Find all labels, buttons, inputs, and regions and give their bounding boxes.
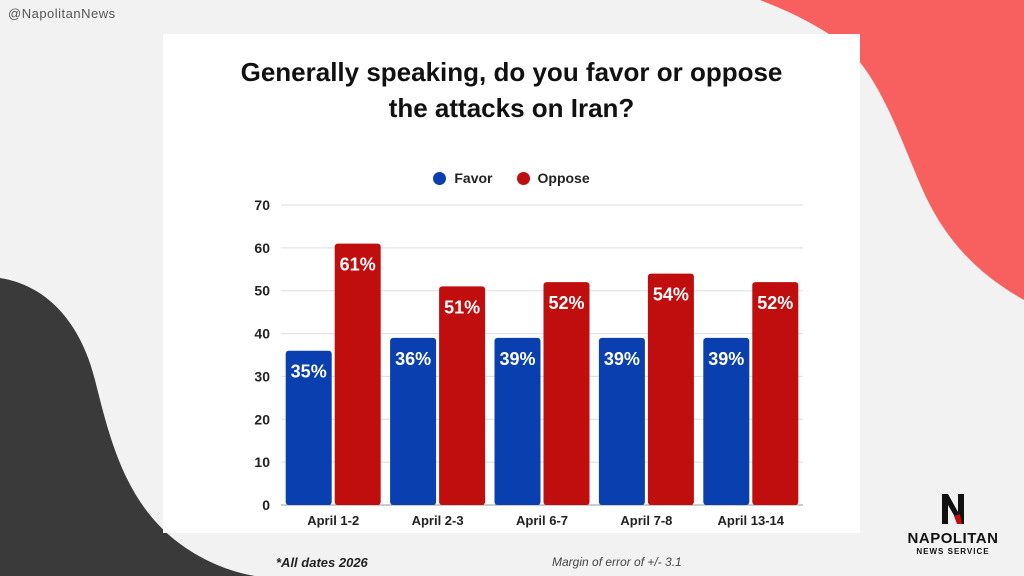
legend-item-favor: Favor [433,170,493,186]
chart-card: Generally speaking, do you favor or oppo… [163,34,860,533]
bar-favor [703,337,750,505]
dark-shape [0,278,255,576]
y-tick-label: 50 [254,283,270,299]
y-tick-label: 20 [254,411,270,427]
data-label: 39% [499,349,535,369]
x-tick-label: April 6-7 [516,513,568,528]
legend-label-oppose: Oppose [537,170,590,186]
x-tick-label: April 2-3 [412,513,464,528]
bar-oppose [647,273,694,505]
data-label: 39% [604,349,640,369]
logo-name: NAPOLITAN [907,530,999,547]
x-tick-label: April 13-14 [718,513,785,528]
y-tick-label: 70 [254,197,270,213]
bar-favor [390,337,437,505]
y-tick-label: 0 [262,497,270,513]
x-tick-label: April 1-2 [307,513,359,528]
dates-footnote: *All dates 2026 [276,555,368,570]
margin-of-error-note: Margin of error of +/- 3.1 [552,555,682,569]
logo-subtitle: NEWS SERVICE [916,547,990,556]
data-label: 39% [708,349,744,369]
legend-item-oppose: Oppose [516,170,590,186]
chart-title-line-2: the attacks on Iran? [388,93,635,123]
y-tick-label: 40 [254,326,270,342]
chart-title-line-1: Generally speaking, do you favor or oppo… [240,57,783,87]
bar-oppose [334,243,381,506]
chart-title: Generally speaking, do you favor or oppo… [163,54,860,126]
bar-oppose [752,282,799,505]
y-tick-label: 10 [254,454,270,470]
data-label: 52% [757,293,793,313]
napolitan-logo: NAPOLITAN NEWS SERVICE [893,492,1013,556]
napolitan-n-icon [942,494,964,524]
social-handle: @NapolitanNews [8,6,116,21]
bar-oppose [439,286,486,505]
data-label: 52% [548,293,584,313]
data-label: 35% [291,362,327,382]
legend-label-favor: Favor [454,170,493,186]
bar-oppose [543,282,590,505]
data-label: 54% [653,285,689,305]
data-label: 36% [395,349,431,369]
y-tick-label: 30 [254,368,270,384]
x-tick-label: April 7-8 [620,513,672,528]
y-tick-label: 60 [254,240,270,256]
bar-favor [494,337,541,505]
legend-swatch-oppose [516,171,530,185]
legend-swatch-favor [433,171,447,185]
bar-favor [285,350,332,505]
data-label: 51% [444,297,480,317]
bar-favor [598,337,645,505]
bar-chart: 0 10 20 30 40 50 60 70 35% 61% April 1-2 36% 51% Apri… [254,197,803,528]
data-label: 61% [340,255,376,275]
coral-shape [760,0,1024,300]
chart-legend: Favor Oppose [163,170,860,186]
